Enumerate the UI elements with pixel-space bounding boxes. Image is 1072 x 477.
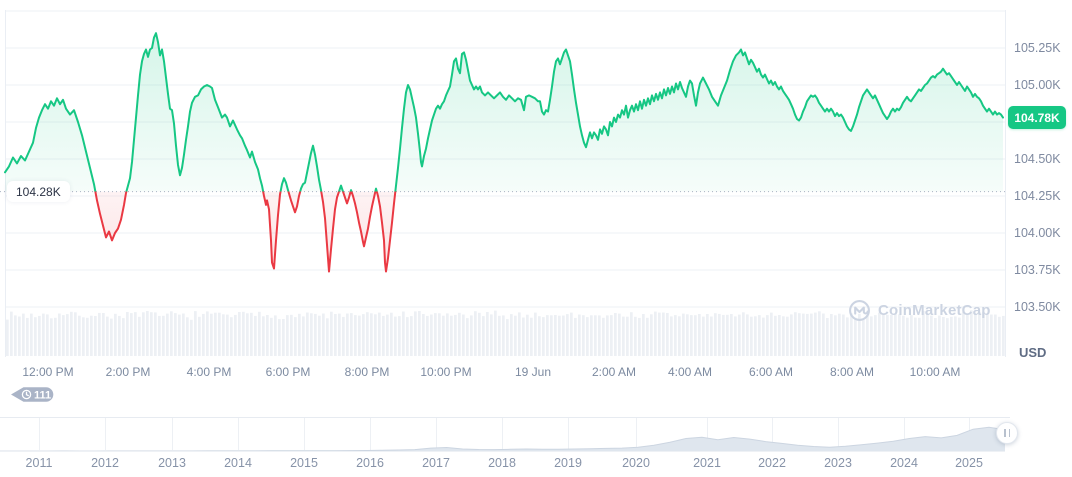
x-axis-tick-label: 6:00 PM (265, 365, 311, 379)
x-axis-tick-label: 10:00 AM (909, 365, 961, 379)
y-axis-tick-label: 104.00K (1014, 226, 1061, 240)
x-axis-tick-label: 8:00 AM (829, 365, 875, 379)
coinmarketcap-logo-icon (849, 300, 870, 321)
badge-bubble-shape (11, 387, 54, 402)
navigator-year-label: 2025 (955, 456, 983, 470)
x-axis-tick-label: 12:00 PM (22, 365, 74, 379)
navigator-year-label: 2013 (158, 456, 186, 470)
y-axis-tick-label: 104.50K (1014, 152, 1061, 166)
prev-close-price-label: 104.28K (7, 181, 70, 203)
navigator-year-label: 2023 (824, 456, 852, 470)
x-axis-tick-label: 2:00 AM (591, 365, 637, 379)
watermark-text: CoinMarketCap (878, 302, 991, 319)
x-axis-tick-label: 8:00 PM (344, 365, 390, 379)
navigator-year-label: 2020 (622, 456, 650, 470)
current-price-badge: 104.78K (1008, 106, 1066, 130)
history-count-badge[interactable]: 111 (10, 384, 60, 405)
history-clock-icon (21, 389, 32, 400)
area-fill-up (5, 33, 1003, 192)
navigator-handle[interactable] (996, 422, 1018, 444)
x-axis-tick-label: 19 Jun (514, 365, 552, 379)
y-axis-tick-label: 105.25K (1014, 41, 1061, 55)
currency-unit-label: USD (1019, 345, 1047, 360)
navigator-area (0, 427, 1005, 452)
navigator-year-label: 2017 (422, 456, 450, 470)
navigator-year-label: 2024 (890, 456, 918, 470)
area-fill-down (5, 191, 1003, 272)
y-axis-tick-label: 103.75K (1014, 263, 1061, 277)
x-axis-tick-label: 4:00 PM (186, 365, 232, 379)
navigator-year-label: 2021 (693, 456, 721, 470)
x-axis-tick-label: 10:00 PM (420, 365, 472, 379)
y-axis-tick-label: 104.25K (1014, 189, 1061, 203)
y-axis-tick-label: 103.50K (1014, 300, 1061, 314)
handle-grip-icon (1008, 429, 1010, 437)
navigator-year-label: 2022 (758, 456, 786, 470)
x-axis-tick-label: 4:00 AM (667, 365, 713, 379)
handle-grip-icon (1004, 429, 1006, 437)
navigator-year-label: 2012 (91, 456, 119, 470)
navigator-year-label: 2016 (356, 456, 384, 470)
navigator-year-label: 2014 (224, 456, 252, 470)
x-axis-tick-label: 2:00 PM (105, 365, 151, 379)
y-axis-tick-label: 105.00K (1014, 78, 1061, 92)
volume-bars (6, 310, 1005, 356)
navigator-year-label: 2018 (488, 456, 516, 470)
navigator-year-label: 2015 (290, 456, 318, 470)
price-chart-plot[interactable] (0, 0, 1010, 360)
navigator-year-label: 2019 (554, 456, 582, 470)
history-count-text: 111 (34, 390, 51, 402)
navigator-mini-chart[interactable] (0, 417, 1010, 454)
price-line-up (4, 32, 1004, 192)
coinmarketcap-watermark[interactable]: CoinMarketCap (848, 299, 991, 322)
navigator-year-label: 2011 (25, 456, 53, 470)
current-price-label: 104.78K (1014, 110, 1060, 125)
x-axis-tick-label: 6:00 AM (748, 365, 794, 379)
